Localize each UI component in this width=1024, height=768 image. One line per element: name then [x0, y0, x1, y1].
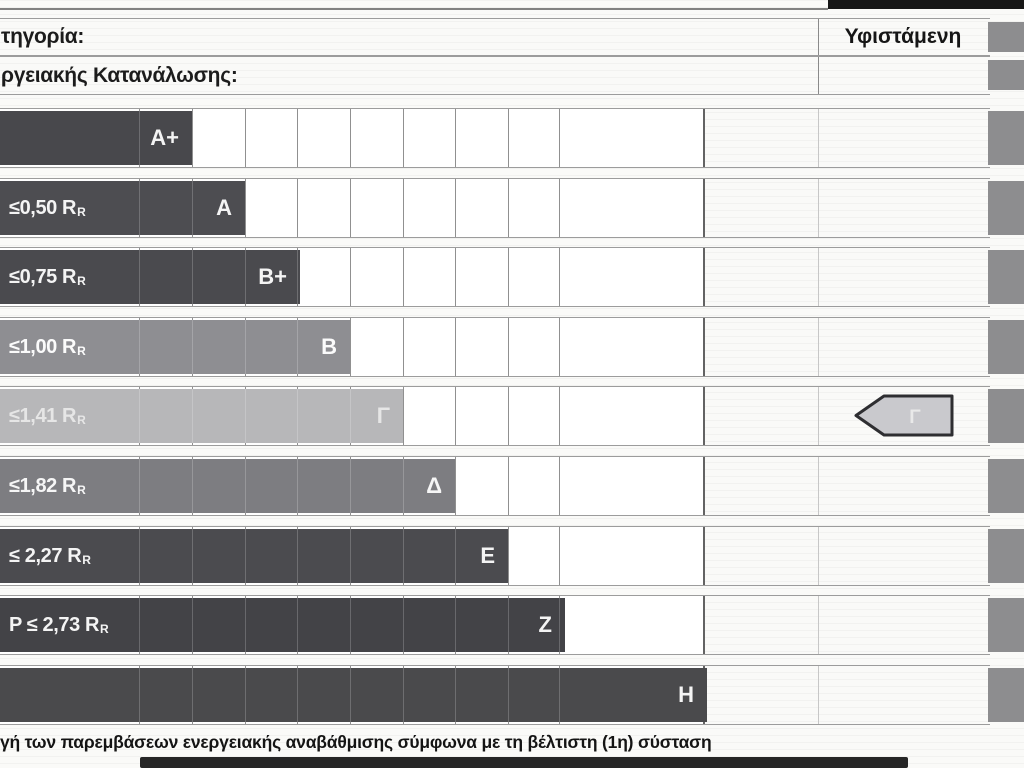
- existing-column-divider: [818, 387, 819, 445]
- scale-row-eta: H: [0, 665, 990, 725]
- scan-gray-block: [988, 389, 1024, 443]
- scan-gray-block: [988, 250, 1024, 304]
- scan-gray-block: [988, 320, 1024, 374]
- category-label: τηγορία:: [1, 25, 85, 48]
- existing-column-divider: [818, 527, 819, 585]
- recommendation-note: γή των παρεμβάσεων ενεργειακής αναβάθμισ…: [0, 732, 712, 752]
- scan-gray-block: [988, 60, 1024, 90]
- scan-gray-block: [988, 668, 1024, 722]
- bottom-black-band: [140, 757, 908, 768]
- scale-row-a-plus: A+: [0, 108, 990, 168]
- class-label: Δ: [426, 473, 442, 498]
- class-label: E: [480, 543, 495, 568]
- scan-gray-block: [988, 181, 1024, 235]
- top-black-band: [828, 0, 1024, 9]
- existing-column-divider: [818, 19, 819, 55]
- consumption-header-band: ργειακής Κατανάλωσης:: [0, 56, 990, 95]
- scan-gray-block: [988, 529, 1024, 583]
- existing-column-divider: [818, 318, 819, 376]
- class-label: Γ: [376, 403, 390, 428]
- existing-column-divider: [818, 57, 819, 94]
- scan-gray-block: [988, 459, 1024, 513]
- existing-column-divider: [818, 109, 819, 167]
- current-class-pointer: Γ: [854, 394, 954, 437]
- existing-column-divider: [818, 596, 819, 654]
- scan-gray-block: [988, 598, 1024, 652]
- energy-bar: H: [0, 668, 707, 722]
- class-label: B+: [258, 264, 287, 289]
- threshold-label: [9, 111, 10, 165]
- existing-column-header: Υφιστάμενη: [844, 25, 962, 48]
- existing-column-divider: [818, 179, 819, 237]
- current-class-letter: Γ: [909, 407, 921, 428]
- class-label: A: [216, 195, 232, 220]
- class-label: A+: [150, 125, 179, 150]
- existing-column-divider: [818, 248, 819, 306]
- threshold-label: [9, 668, 10, 722]
- class-label: Z: [538, 612, 552, 637]
- scan-gray-block: [988, 22, 1024, 52]
- category-header-band: τηγορία: Υφιστάμενη: [0, 18, 990, 56]
- class-label: H: [678, 682, 694, 707]
- energy-bar: A+: [0, 111, 192, 165]
- scan-gray-block: [988, 111, 1024, 165]
- consumption-label: ργειακής Κατανάλωσης:: [1, 63, 238, 87]
- top-rule-line: [0, 8, 828, 10]
- class-label: B: [321, 334, 337, 359]
- existing-column-divider: [818, 666, 819, 724]
- existing-column-divider: [818, 457, 819, 515]
